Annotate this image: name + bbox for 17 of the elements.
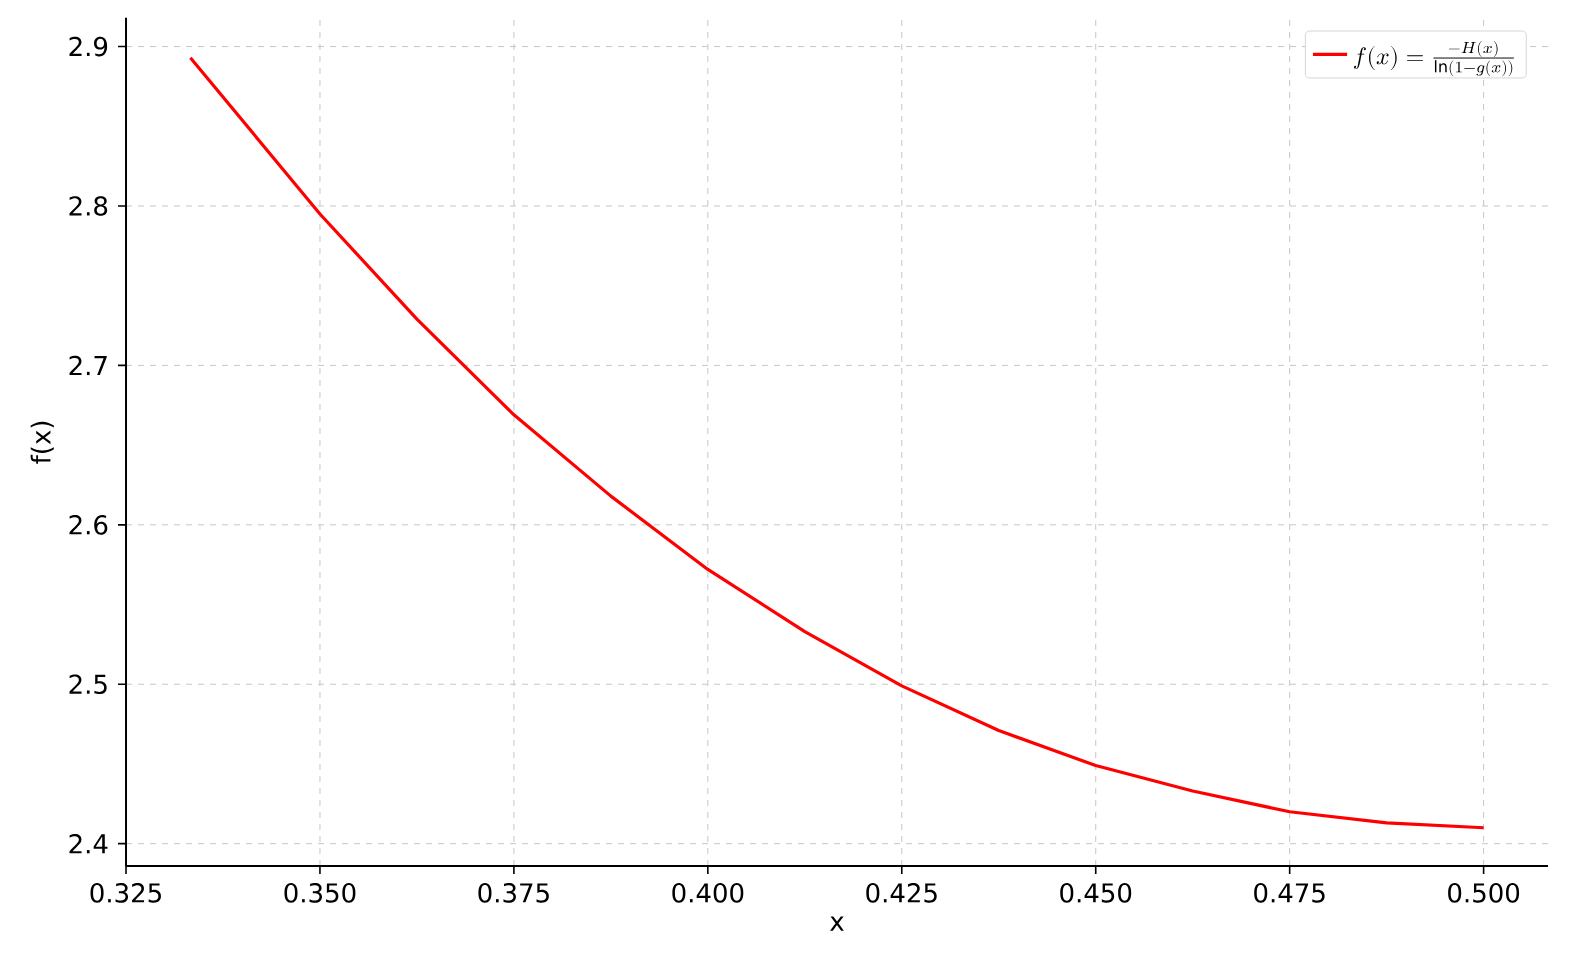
x-tick-label: 0.325 xyxy=(90,883,161,903)
y-tick-label: 2.4 xyxy=(69,834,108,854)
y-tick-label: 2.8 xyxy=(69,196,108,216)
x-tick-label: 0.500 xyxy=(1448,883,1520,903)
x-tick-label: 0.400 xyxy=(672,883,744,903)
y-axis-title: f(x) xyxy=(30,421,54,464)
x-axis-title: x xyxy=(830,916,844,931)
x-tick-label: 0.425 xyxy=(866,883,937,903)
legend-label: $f(x) = \frac{-H(x)}{\ln(1-g(x))}$ xyxy=(1354,41,1514,77)
y-tick-label: 2.5 xyxy=(69,674,107,695)
x-tick-label: 0.450 xyxy=(1060,883,1132,903)
x-tick-label: 0.350 xyxy=(284,883,356,903)
y-tick-label: 2.7 xyxy=(69,355,107,376)
x-tick-label: 0.375 xyxy=(478,883,549,903)
y-tick-label: 2.9 xyxy=(69,36,108,57)
y-tick-label: 2.6 xyxy=(69,515,108,535)
x-tick-label: 0.475 xyxy=(1254,883,1325,903)
